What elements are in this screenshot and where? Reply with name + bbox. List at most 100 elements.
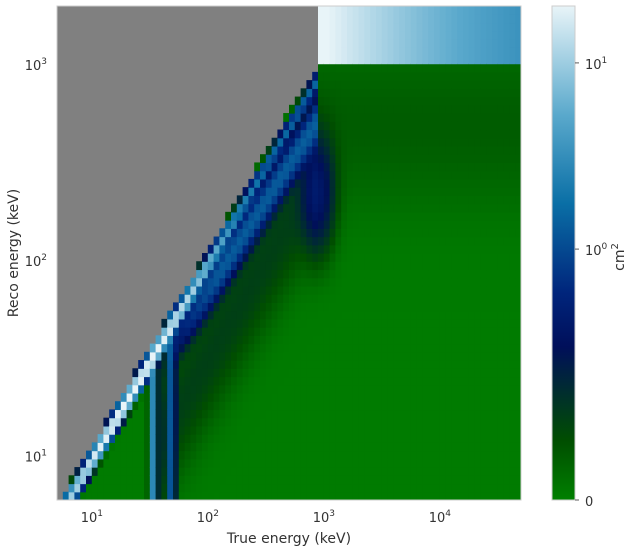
heatmap-cell [294,401,302,411]
heatmap-cell [294,327,302,336]
heatmap-cell [474,409,481,419]
heatmap-cell [236,483,244,493]
heatmap-cell [434,368,441,378]
heatmap-cell [457,425,464,435]
heatmap-cell [468,285,476,295]
heatmap-cell [439,384,447,394]
heatmap-cell [509,442,516,452]
heatmap-cell [155,434,162,443]
heatmap-cell [347,38,354,48]
heatmap-cell [428,318,435,328]
heatmap-cell [376,162,383,172]
heatmap-cell [312,236,319,246]
heatmap-cell [399,220,406,229]
heatmap-cell [225,401,232,411]
heatmap-cell [271,228,278,238]
heatmap-cell [225,360,232,369]
heatmap-cell [347,360,354,369]
heatmap-cell [474,14,481,24]
heatmap-cell [445,170,452,180]
heatmap-cell [323,170,331,180]
heatmap-cell [219,228,226,238]
heatmap-cell [225,475,232,485]
heatmap-cell [480,236,487,246]
heatmap-cell [341,88,348,98]
heatmap-cell [254,425,261,435]
heatmap-cell [248,409,255,419]
heatmap-cell [445,47,452,56]
heatmap-cell [323,351,331,361]
heatmap-cell [190,458,197,468]
heatmap-cell [271,253,278,262]
heatmap-cell [480,129,487,139]
heatmap-cell [318,261,325,271]
heatmap-cell [329,187,336,196]
heatmap-cell [486,351,493,361]
heatmap-cell [434,467,441,476]
heatmap-cell [231,236,238,246]
heatmap-cell [486,30,493,40]
heatmap-cell [486,376,493,386]
heatmap-cell [289,302,296,312]
heatmap-cell [352,458,360,468]
heatmap-cell [387,96,394,106]
heatmap-cell [439,121,447,131]
heatmap-cell [405,211,412,221]
heatmap-cell [271,261,278,271]
heatmap-cell [318,88,325,98]
heatmap-cell [405,203,412,213]
heatmap-cell [376,145,383,155]
heatmap-cell [260,170,267,180]
heatmap-cell [323,327,331,336]
heatmap-cell [405,47,412,56]
heatmap-cell [167,425,174,435]
heatmap-cell [410,14,418,24]
heatmap-cell [352,425,360,435]
heatmap-cell [236,327,244,336]
heatmap-cell [428,261,435,271]
heatmap-cell [242,253,249,262]
heatmap-cell [289,409,296,419]
heatmap-cell [132,425,139,435]
heatmap-cell [207,253,215,262]
heatmap-cell [329,302,336,312]
heatmap-cell [387,30,394,40]
heatmap-cell [347,285,354,295]
heatmap-cell [503,55,510,65]
heatmap-cell [503,360,510,369]
heatmap-cell [294,113,302,122]
heatmap-cell [242,450,249,460]
heatmap-cell [439,170,447,180]
heatmap-cell [352,14,360,24]
heatmap-cell [457,71,464,81]
heatmap-cell [515,310,521,320]
heatmap-cell [329,22,336,32]
heatmap-cell [103,467,110,476]
heatmap-cell [480,30,487,40]
heatmap-cell [434,104,441,114]
heatmap-cell [503,6,510,15]
heatmap-cell [155,351,162,361]
heatmap-cell [312,491,319,500]
heatmap-cell [207,318,215,328]
heatmap-cell [323,392,331,402]
heatmap-cell [260,467,267,476]
heatmap-cell [103,475,110,485]
heatmap-cell [178,368,186,378]
heatmap-cell [352,80,360,89]
heatmap-cell [434,195,441,205]
heatmap-cell [370,228,377,238]
heatmap-cell [509,467,516,476]
heatmap-cell [376,302,383,312]
heatmap-cell [236,360,244,369]
heatmap-cell [468,327,476,336]
heatmap-cell [283,467,290,476]
heatmap-cell [463,22,470,32]
heatmap-cell [289,220,296,229]
heatmap-cell [225,228,232,238]
heatmap-cell [300,450,307,460]
heatmap-cell [120,458,128,468]
heatmap-cell [515,162,521,172]
heatmap-cell [103,425,110,435]
